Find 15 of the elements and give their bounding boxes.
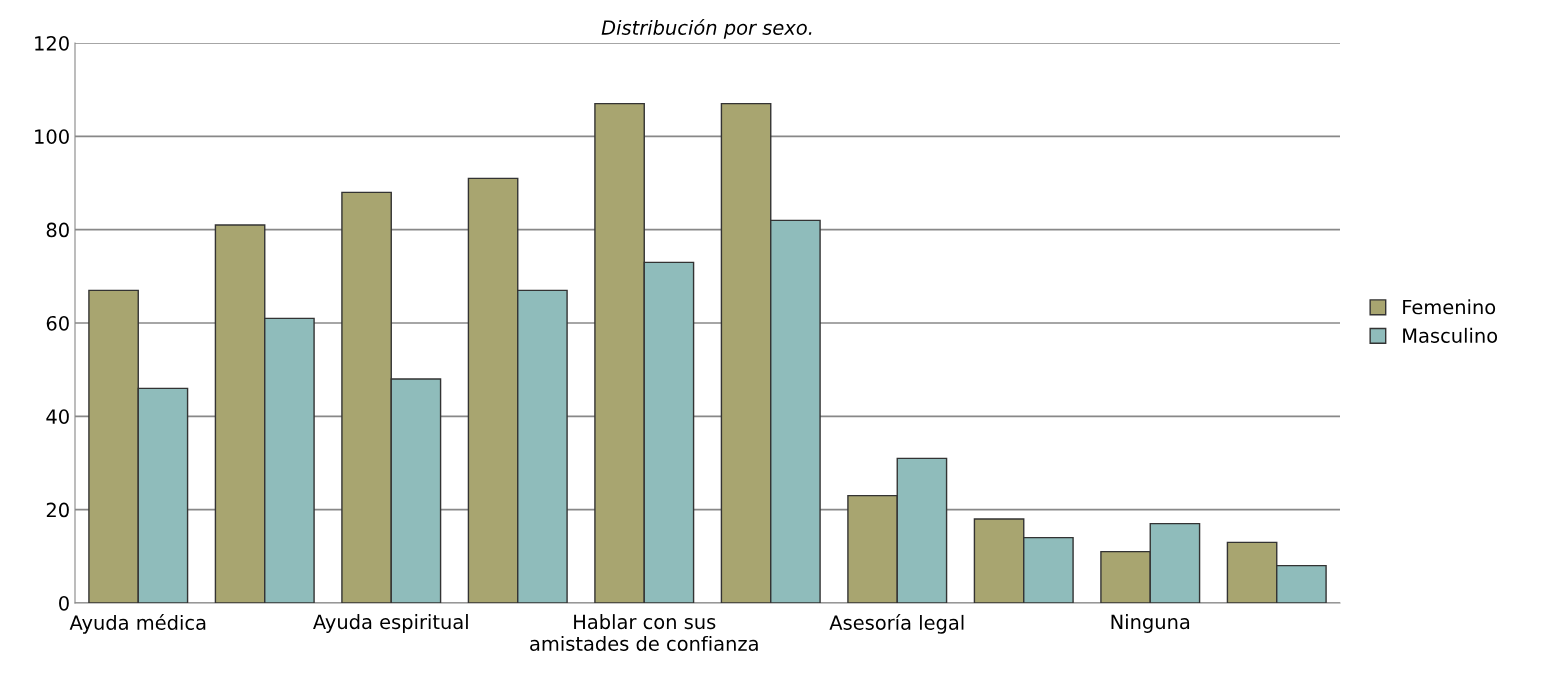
x-tick-label: Asesoría legal [829, 614, 964, 634]
y-tick-label: 20 [46, 502, 69, 518]
y-tick-label: 100 [35, 129, 69, 144]
x-tick-label: Ninguna [1111, 614, 1190, 633]
legend-label: Femenino [1403, 299, 1496, 315]
x-tick-label: Ayuda médica [69, 614, 206, 634]
y-tick-label: 40 [46, 409, 69, 424]
y-tick-label: 80 [46, 222, 69, 238]
x-tick-label: Ayuda espiritual [313, 614, 468, 633]
chart-title: Distribución por sexo. [601, 19, 812, 39]
y-tick-label: 60 [46, 315, 69, 331]
y-tick-label: 120 [35, 35, 69, 51]
x-tick-label: Hablar con sus amistades de confianza [530, 614, 758, 651]
y-tick-label: 0 [59, 595, 69, 611]
legend-label: Masculino [1403, 327, 1498, 343]
